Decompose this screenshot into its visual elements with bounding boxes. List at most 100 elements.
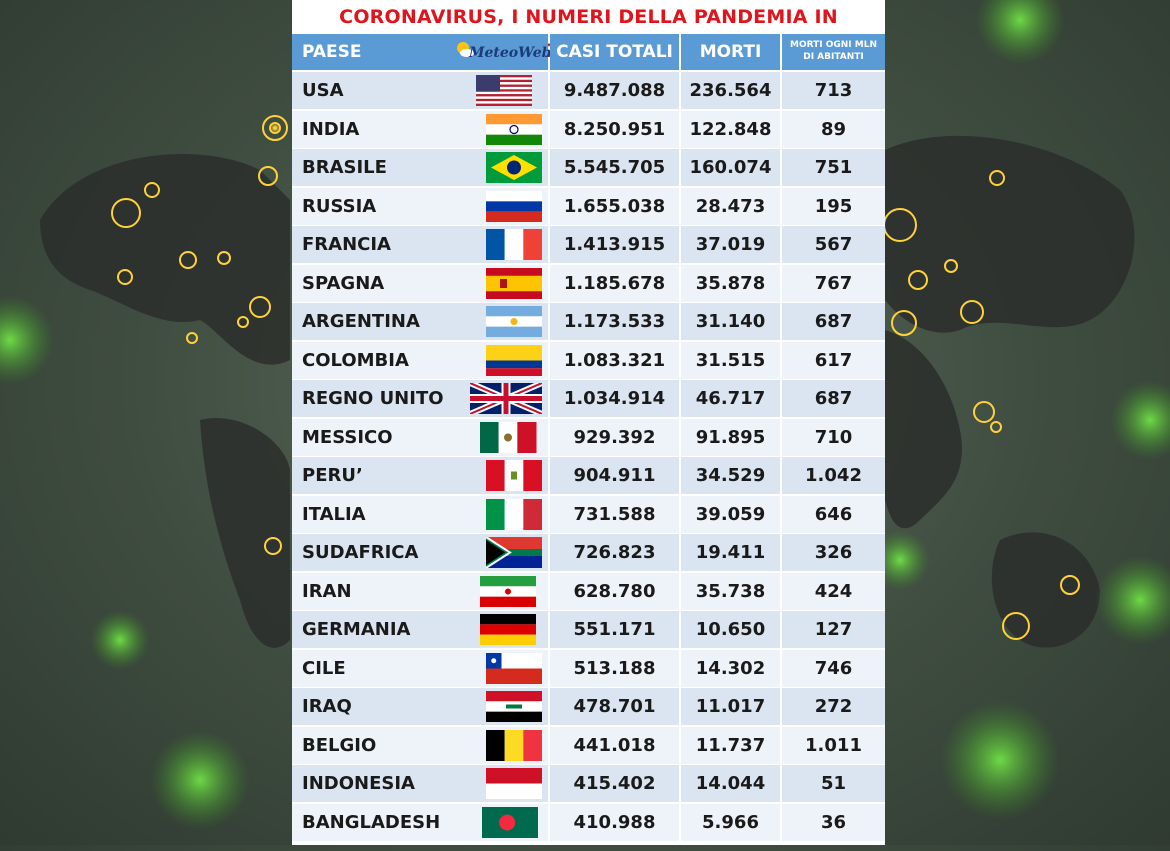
table-row: IRAQ 478.701 11.017 272 — [292, 688, 885, 725]
casi-totali-cell: 9.487.088 — [550, 72, 679, 109]
flag-mexico-icon — [480, 421, 542, 453]
country-cell: IRAQ — [292, 688, 548, 725]
country-name: BANGLADESH — [302, 811, 441, 833]
morti-cell: 11.737 — [681, 726, 780, 764]
country-cell: GERMANIA — [292, 611, 548, 648]
table-row: ITALIA 731.588 39.059 646 — [292, 495, 885, 533]
flag-france-icon — [486, 229, 543, 260]
country-name: MESSICO — [302, 426, 393, 448]
casi-totali-cell: 441.018 — [550, 726, 679, 764]
table-row: PERU’ 904.911 34.529 1.042 — [292, 457, 885, 494]
page-title: CORONAVIRUS, I NUMERI DELLA PANDEMIA IN … — [339, 6, 838, 62]
casi-totali-cell: 628.780 — [550, 572, 679, 610]
table-row: BELGIO 441.018 11.737 1.011 — [292, 726, 885, 764]
header-paese-label: PAESE — [302, 42, 362, 62]
country-cell: IRAN — [292, 572, 548, 610]
morti-cell: 34.529 — [681, 457, 780, 494]
country-name: IRAN — [302, 580, 352, 602]
flag-colombia-icon — [486, 344, 542, 376]
flag-uk-icon — [468, 380, 544, 417]
country-cell: ITALIA — [292, 495, 548, 533]
flag-belgium-icon — [486, 729, 543, 761]
morti-cell: 10.650 — [681, 611, 780, 648]
header-casi-totali: CASI TOTALI — [550, 34, 679, 70]
country-cell: FRANCIA — [292, 226, 548, 263]
casi-totali-cell: 1.034.914 — [550, 380, 679, 417]
country-cell: CILE — [292, 649, 548, 687]
table-row: INDIA 8.250.951 122.848 89 — [292, 110, 885, 148]
morti-cell: 19.411 — [681, 534, 780, 571]
casi-totali-cell: 415.402 — [550, 765, 679, 802]
country-cell: PERU’ — [292, 457, 548, 494]
flag-iran-icon — [480, 575, 542, 607]
country-cell: REGNO UNITO — [292, 380, 548, 417]
logo-text: MeteoWeb — [469, 45, 552, 61]
morti-per-mln-cell: 617 — [782, 341, 885, 379]
country-name: FRANCIA — [302, 234, 391, 255]
morti-cell: 46.717 — [681, 380, 780, 417]
table-row: ARGENTINA 1.173.533 31.140 687 — [292, 303, 885, 340]
morti-per-mln-cell: 51 — [782, 765, 885, 802]
morti-per-mln-cell: 127 — [782, 611, 885, 648]
country-cell: INDONESIA — [292, 765, 548, 802]
casi-totali-cell: 513.188 — [550, 649, 679, 687]
country-name: ARGENTINA — [302, 311, 420, 332]
country-cell: RUSSIA — [292, 187, 548, 225]
table-row: BANGLADESH 410.988 5.966 36 — [292, 803, 885, 841]
morti-per-mln-cell: 646 — [782, 495, 885, 533]
flag-iraq-icon — [486, 691, 542, 723]
header-mln-line2: DI ABITANTI — [803, 52, 864, 62]
flag-germany-icon — [480, 614, 542, 646]
country-cell: SPAGNA — [292, 264, 548, 302]
casi-totali-cell: 929.392 — [550, 418, 679, 456]
country-name: PERU’ — [302, 465, 363, 486]
casi-totali-cell: 5.545.705 — [550, 149, 679, 186]
table-row: GERMANIA 551.171 10.650 127 — [292, 611, 885, 648]
casi-totali-cell: 410.988 — [550, 803, 679, 841]
morti-cell: 160.074 — [681, 149, 780, 186]
table-row: MESSICO 929.392 91.895 710 — [292, 418, 885, 456]
header-morti-per-mln: MORTI OGNI MLN DI ABITANTI — [782, 34, 885, 70]
morti-per-mln-cell: 746 — [782, 649, 885, 687]
country-name: COLOMBIA — [302, 349, 409, 371]
morti-per-mln-cell: 89 — [782, 110, 885, 148]
morti-cell: 14.302 — [681, 649, 780, 687]
table-row: COLOMBIA 1.083.321 31.515 617 — [292, 341, 885, 379]
morti-cell: 37.019 — [681, 226, 780, 263]
casi-totali-cell: 551.171 — [550, 611, 679, 648]
morti-per-mln-cell: 767 — [782, 264, 885, 302]
morti-per-mln-cell: 424 — [782, 572, 885, 610]
casi-totali-cell: 478.701 — [550, 688, 679, 725]
country-name: GERMANIA — [302, 619, 411, 640]
casi-totali-cell: 1.173.533 — [550, 303, 679, 340]
morti-cell: 5.966 — [681, 803, 780, 841]
country-cell: ARGENTINA — [292, 303, 548, 340]
header-morti: MORTI — [681, 34, 780, 70]
country-cell: BRASILE — [292, 149, 548, 186]
morti-cell: 28.473 — [681, 187, 780, 225]
country-name: INDIA — [302, 118, 360, 140]
table-row: REGNO UNITO 1.034.914 46.717 687 — [292, 380, 885, 417]
flag-spain-icon — [486, 267, 542, 299]
flag-russia-icon — [486, 190, 542, 222]
country-name: ITALIA — [302, 503, 366, 525]
casi-totali-cell: 1.655.038 — [550, 187, 679, 225]
morti-cell: 35.878 — [681, 264, 780, 302]
morti-per-mln-cell: 1.042 — [782, 457, 885, 494]
casi-totali-cell: 8.250.951 — [550, 110, 679, 148]
country-cell: COLOMBIA — [292, 341, 548, 379]
morti-per-mln-cell: 567 — [782, 226, 885, 263]
country-cell: MESSICO — [292, 418, 548, 456]
country-name: USA — [302, 80, 344, 101]
table-row: USA 9.487.088 236.564 713 — [292, 72, 885, 109]
meteoweb-logo: MeteoWeb — [455, 38, 551, 66]
table-row: FRANCIA 1.413.915 37.019 567 — [292, 226, 885, 263]
table-row: BRASILE 5.545.705 160.074 751 — [292, 149, 885, 186]
country-name: REGNO UNITO — [302, 388, 444, 409]
casi-totali-cell: 1.185.678 — [550, 264, 679, 302]
flag-bangladesh-icon — [482, 806, 542, 838]
table-row: CILE 513.188 14.302 746 — [292, 649, 885, 687]
casi-totali-cell: 1.413.915 — [550, 226, 679, 263]
morti-cell: 11.017 — [681, 688, 780, 725]
country-name: SPAGNA — [302, 272, 385, 294]
